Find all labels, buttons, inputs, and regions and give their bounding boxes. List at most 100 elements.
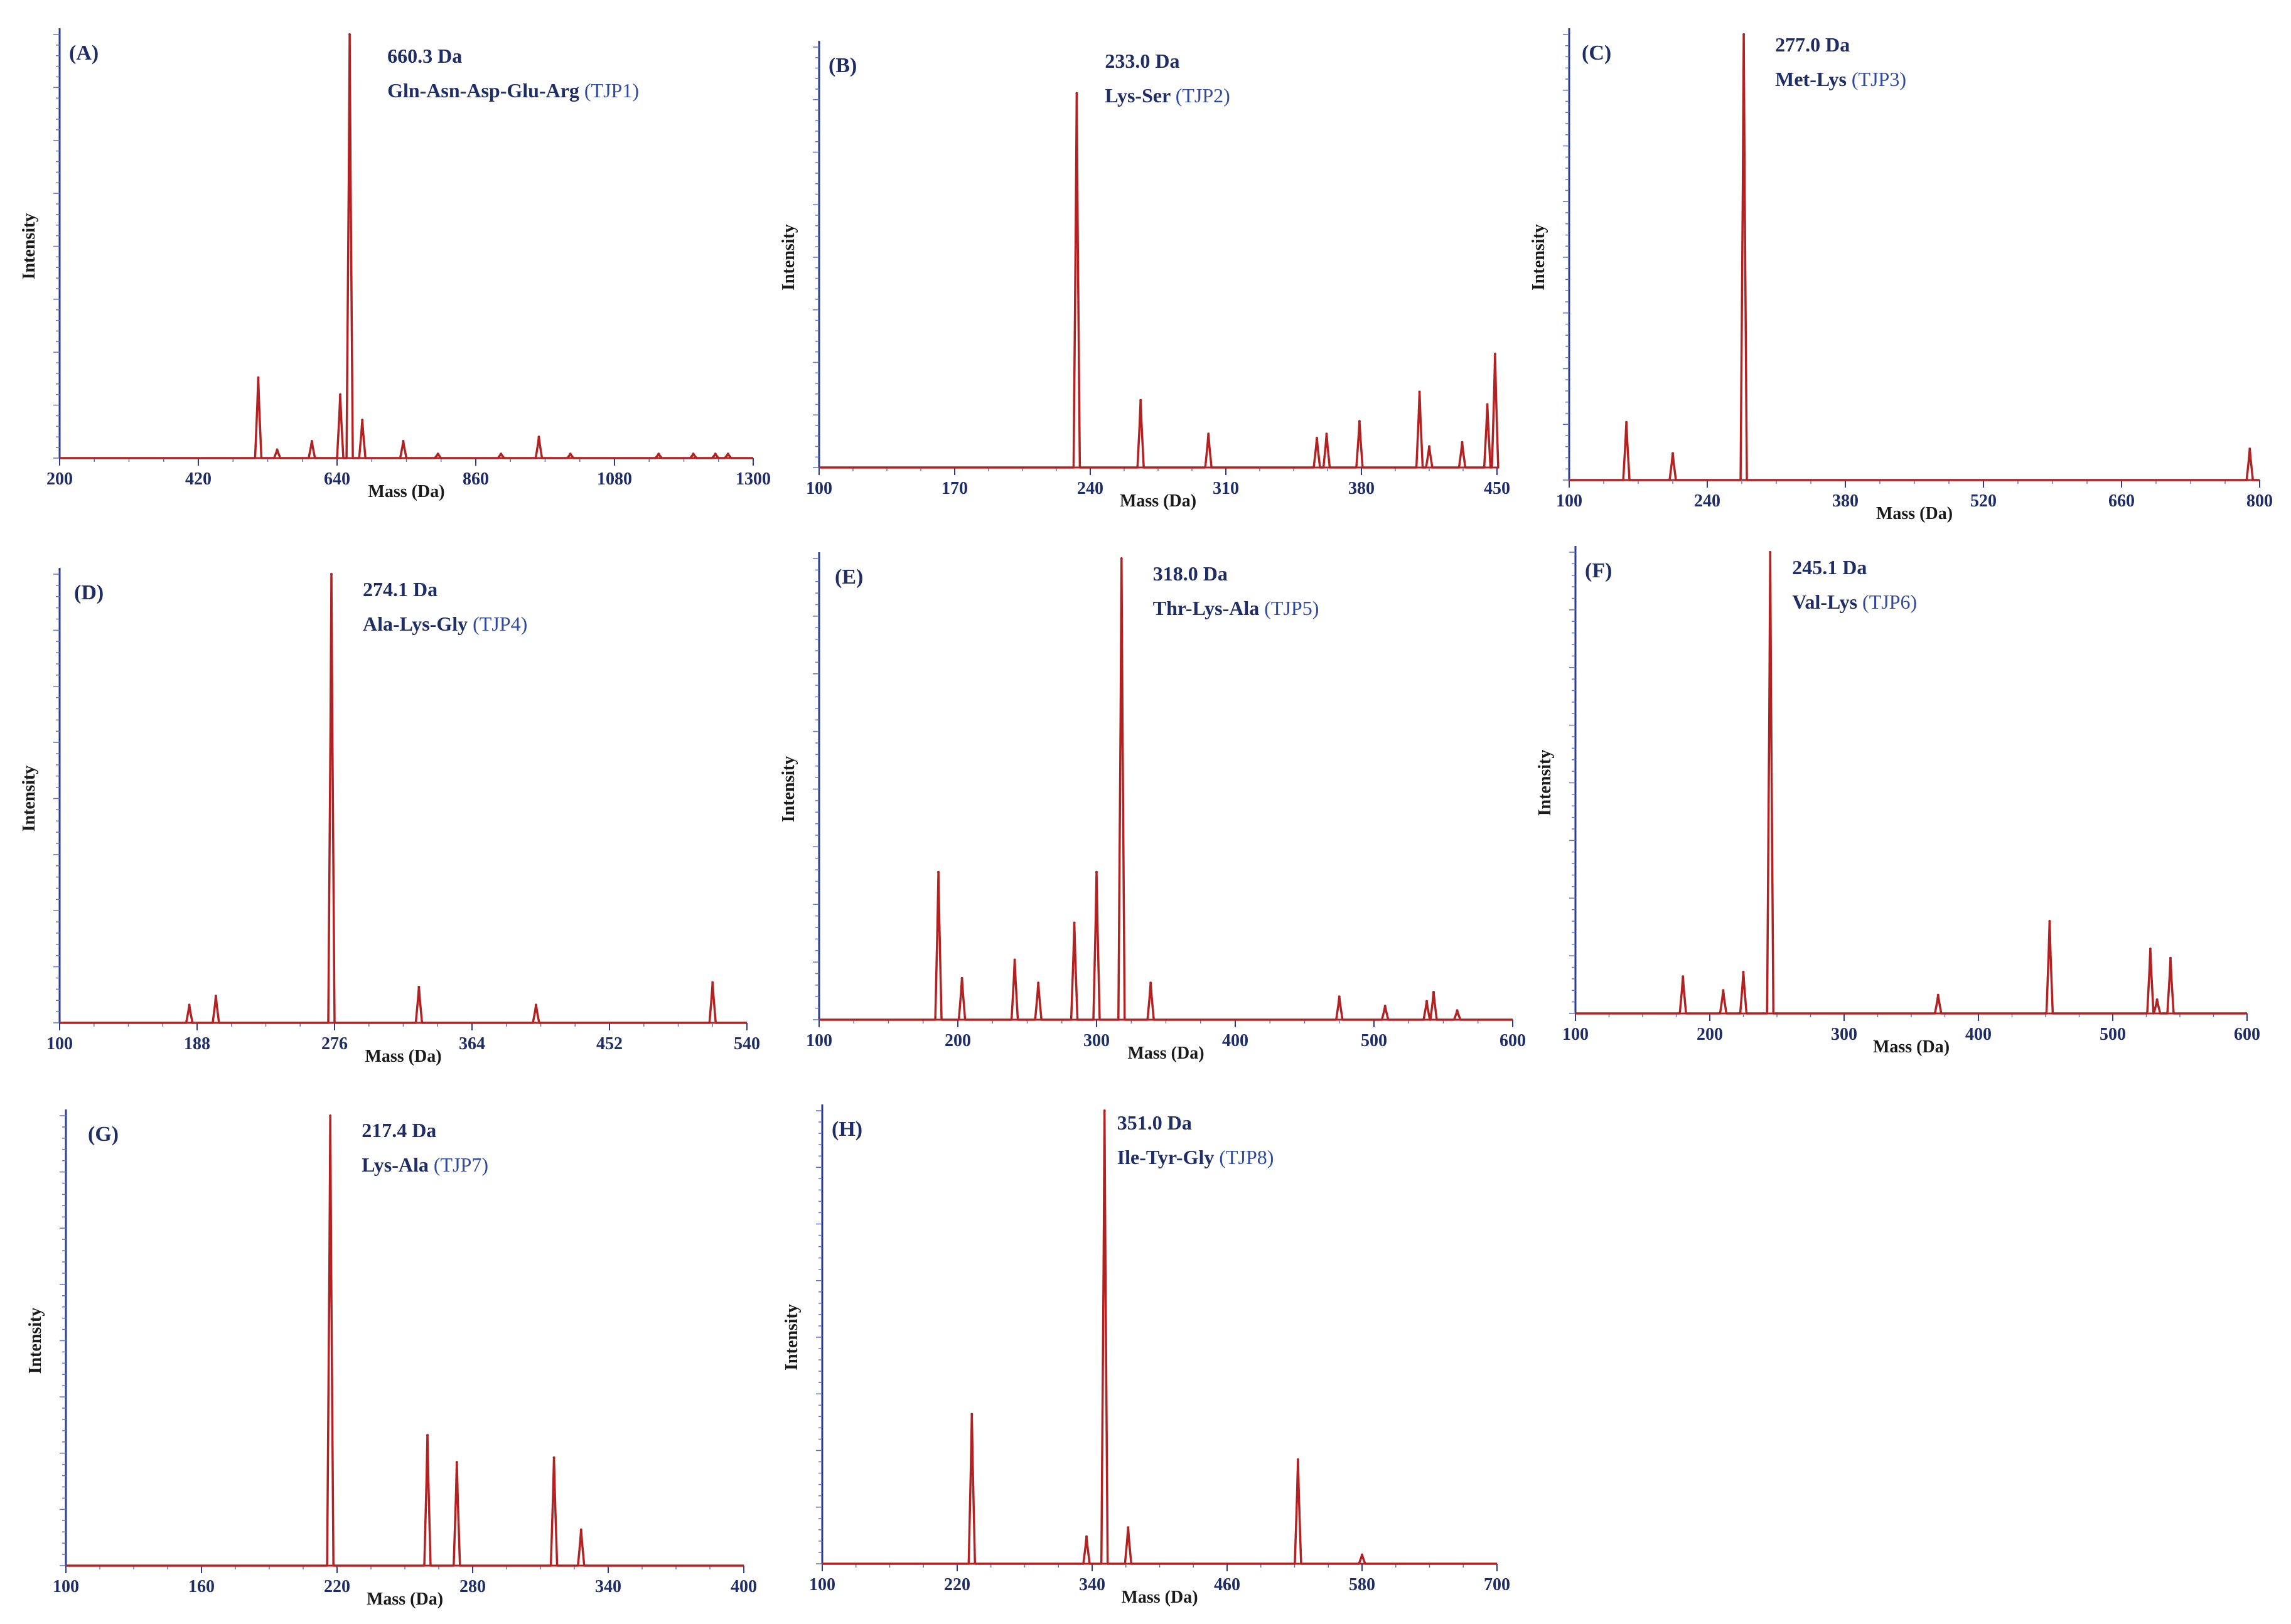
x-tick-label: 200 [945, 1031, 971, 1050]
spectrum-peak [348, 33, 351, 36]
y-axis-title: Intensity [779, 756, 798, 823]
x-tick-label: 364 [459, 1034, 485, 1054]
spectrum-peak [579, 1528, 582, 1531]
x-tick-label: 420 [185, 469, 212, 489]
peptide-code: (TJP6) [1862, 590, 1917, 613]
y-axis-title: Intensity [1529, 224, 1548, 291]
peptide-sequence-label: Ile-Tyr-Gly (TJP8) [1117, 1146, 1274, 1168]
x-axis-title: Mass (Da) [367, 1589, 443, 1609]
x-tick-label: 100 [46, 1034, 73, 1054]
spectrum-peak [1936, 993, 1940, 996]
peak-mass-label: 318.0 Da [1153, 562, 1228, 585]
x-axis-title: Mass (Da) [1876, 504, 1953, 523]
panel-label: (G) [88, 1123, 119, 1146]
x-tick-label: 100 [806, 479, 832, 498]
spectrum-peak [1742, 33, 1746, 36]
spectrum-peak [1095, 870, 1098, 873]
x-tick-label: 500 [2100, 1025, 2126, 1044]
x-tick-label: 600 [1500, 1031, 1526, 1050]
x-tick-label: 400 [731, 1577, 757, 1596]
x-tick-label: 300 [1083, 1031, 1110, 1050]
x-tick-label: 310 [1213, 479, 1239, 498]
peak-mass-label: 277.0 Da [1775, 33, 1850, 56]
spectrum-panel: 100 170 240 310 380 450 Mass (Da) Intensity (B) 2… [779, 41, 1510, 511]
panel-label: (C) [1582, 41, 1611, 65]
spectrum-peak [711, 981, 714, 984]
spectrum-peak [1103, 1109, 1106, 1112]
x-axis-title: Mass (Da) [368, 482, 444, 501]
spectrum-peak [257, 376, 260, 379]
spectrum-panel: 100 200 300 400 500 600 Mass (Da) Intensity (E) 3… [779, 552, 1526, 1063]
spectrum-panel: 200 420 640 860 1080 1300 Mass (Da) Intensity (A… [19, 28, 771, 501]
spectrum-line [822, 1109, 1497, 1565]
spectrum-peak [1316, 437, 1319, 440]
spectrum-peak [1085, 1535, 1088, 1538]
spectrum-peak [1207, 432, 1210, 435]
x-tick-label: 100 [53, 1577, 79, 1596]
panel-label: (B) [829, 54, 857, 77]
spectrum-peak [1432, 990, 1435, 993]
y-axis-title: Intensity [19, 766, 39, 832]
spectrum-panel: 100 220 340 460 580 700 Mass (Da) Intensity (H) 3… [782, 1104, 1510, 1607]
spectrum-peak [1037, 981, 1040, 985]
x-tick-label: 452 [596, 1034, 623, 1054]
spectrum-peak [361, 419, 364, 422]
x-tick-label: 170 [942, 479, 968, 498]
panel-label: (H) [832, 1118, 862, 1141]
x-tick-label: 450 [1484, 479, 1510, 498]
spectrum-peak [2149, 948, 2152, 951]
x-tick-label: 600 [2234, 1025, 2260, 1044]
peptide-sequence: Ala-Lys-Gly [363, 612, 473, 635]
peak-mass-label: 274.1 Da [363, 578, 437, 601]
spectrum-peak [726, 452, 729, 456]
x-tick-label: 220 [944, 1575, 970, 1595]
x-axis-title: Mass (Da) [1120, 491, 1196, 511]
peptide-code: (TJP3) [1852, 68, 1906, 90]
spectrum-peak [937, 870, 940, 873]
x-tick-label: 860 [463, 469, 489, 489]
spectrum-peak [402, 440, 405, 442]
x-tick-label: 380 [1832, 491, 1859, 511]
peptide-sequence-label: Met-Lys (TJP3) [1775, 68, 1906, 90]
spectrum-peak [2048, 920, 2051, 922]
spectrum-peak [1127, 1526, 1130, 1529]
spectrum-peak [569, 452, 572, 456]
spectrum-peak [1149, 981, 1152, 985]
peptide-sequence: Val-Lys [1792, 590, 1862, 613]
y-axis-title: Intensity [19, 213, 39, 280]
spectrum-line [1569, 33, 2260, 481]
spectrum-peak [426, 1434, 429, 1437]
spectrum-peak [214, 995, 217, 998]
x-tick-label: 640 [324, 469, 350, 489]
panel-label: (D) [74, 581, 104, 604]
spectrum-peak [1769, 551, 1772, 553]
peptide-sequence-label: Val-Lys (TJP6) [1792, 590, 1917, 613]
spectrum-peak [1013, 958, 1016, 961]
spectrum-peak [535, 1003, 538, 1007]
y-axis-title: Intensity [782, 1304, 802, 1370]
spectrum-peak [537, 435, 540, 439]
spectrum-peak [310, 440, 313, 442]
spectrum-peak [329, 1114, 332, 1117]
spectrum-peak [2155, 998, 2159, 1001]
peptide-sequence-label: Thr-Lys-Ala (TJP5) [1153, 597, 1319, 619]
x-tick-label: 460 [1214, 1575, 1240, 1595]
spectrum-peak [1338, 995, 1341, 998]
spectrum-peak [436, 452, 439, 456]
spectrum-peak [1671, 452, 1674, 455]
x-tick-label: 700 [1484, 1575, 1510, 1595]
spectrum-line [60, 573, 747, 1024]
x-tick-label: 1300 [736, 469, 771, 489]
x-tick-label: 200 [1697, 1025, 1723, 1044]
peptide-sequence-label: Gln-Asn-Asp-Glu-Arg (TJP1) [387, 79, 639, 102]
x-tick-label: 240 [1694, 491, 1720, 511]
spectrum-peak [2169, 956, 2172, 959]
peptide-code: (TJP8) [1219, 1146, 1274, 1168]
x-tick-label: 160 [188, 1577, 215, 1596]
x-tick-label: 580 [1349, 1575, 1375, 1595]
x-axis-title: Mass (Da) [1873, 1037, 1950, 1057]
spectrum-peak [970, 1413, 974, 1416]
x-tick-label: 276 [321, 1034, 348, 1054]
